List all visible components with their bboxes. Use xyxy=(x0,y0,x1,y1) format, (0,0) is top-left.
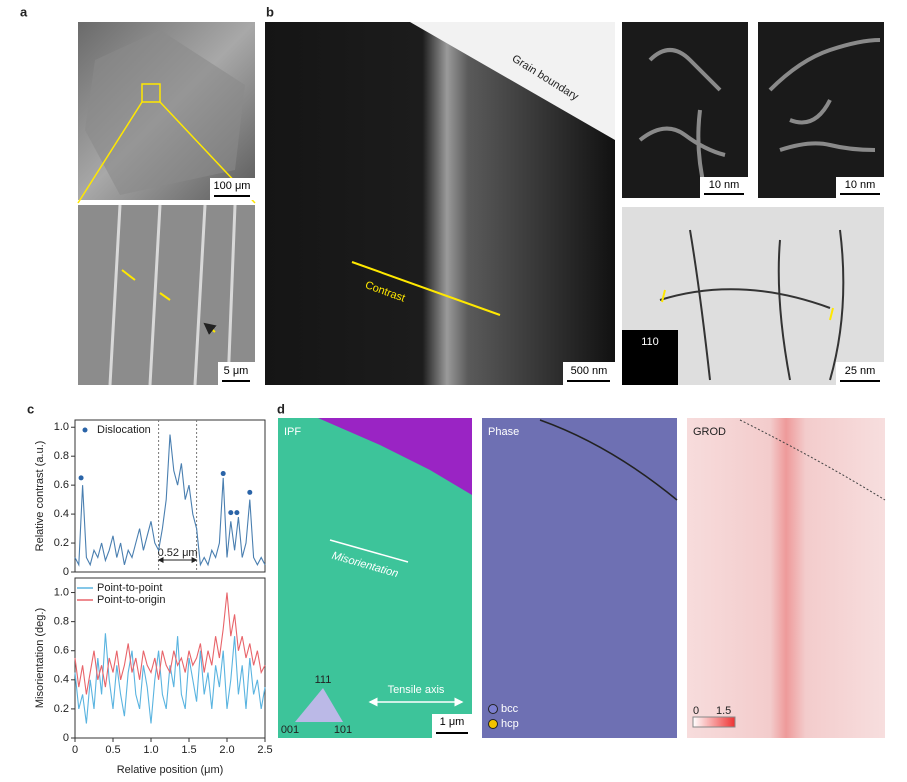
y-tick-label: 0.6 xyxy=(54,645,69,657)
grain xyxy=(85,30,245,195)
arrow xyxy=(661,289,834,321)
zoom-box xyxy=(141,83,161,103)
legend-label: bcc xyxy=(501,703,519,715)
data-point xyxy=(78,475,84,481)
panel-label: c xyxy=(27,401,34,416)
scale-min: 0 xyxy=(693,705,699,717)
scale-label: 5 μm xyxy=(224,365,249,377)
data-line xyxy=(74,633,266,724)
scale-label: 500 nm xyxy=(571,365,608,377)
y-tick-label: 0.8 xyxy=(54,616,69,628)
grain xyxy=(318,418,472,495)
y-tick-label: 0.8 xyxy=(54,450,69,462)
x-tick-label: 1.0 xyxy=(143,744,158,756)
y-axis-label: Misorientation (deg.) xyxy=(34,608,46,708)
y-tick-label: 0.6 xyxy=(54,479,69,491)
legend-label: hcp xyxy=(501,718,519,730)
y-tick-label: 0.4 xyxy=(54,508,69,520)
panel-label: d xyxy=(277,401,285,416)
grain-boundary xyxy=(539,419,678,501)
grod-map xyxy=(687,418,885,738)
color-scale xyxy=(692,716,736,728)
scale-box xyxy=(700,177,748,198)
legend-label: Dislocation xyxy=(97,424,151,436)
ipf-triangle xyxy=(295,688,343,722)
x-tick-label: 1.5 xyxy=(181,744,196,756)
diffraction-inset xyxy=(622,330,678,385)
y-tick-label: 1.0 xyxy=(54,586,69,598)
panel-d: d IPF Misorientation Tensile axis 111 00… xyxy=(277,401,886,738)
scale-label: 10 nm xyxy=(709,179,740,191)
x-tick-label: 2.0 xyxy=(219,744,234,756)
data-point xyxy=(220,471,226,477)
scale-label: 1 μm xyxy=(440,716,465,728)
grain-boundary-region xyxy=(410,22,615,140)
data-line xyxy=(74,592,266,695)
triangle-label: 101 xyxy=(334,724,352,736)
micrograph xyxy=(758,22,884,198)
plot-frame xyxy=(74,419,266,573)
data-line xyxy=(74,434,266,567)
legend-dot xyxy=(488,704,498,714)
scale-box xyxy=(210,178,255,200)
legend-label: Point-to-origin xyxy=(97,594,165,606)
panel-label: b xyxy=(266,4,274,19)
y-axis-label: Relative contrast (a.u.) xyxy=(34,441,46,552)
slip-line xyxy=(108,204,237,386)
y-tick-label: 0.2 xyxy=(54,537,69,549)
triangle-label: 001 xyxy=(281,724,299,736)
scale-box xyxy=(563,362,615,385)
annotation: Tensile axis xyxy=(388,684,445,696)
annotation: 0.52 μm xyxy=(158,547,198,559)
grain-boundary xyxy=(739,419,886,501)
panel-a: a 100 μm 5 μm xyxy=(20,4,256,386)
x-tick-label: 0 xyxy=(72,744,78,756)
map-title: Phase xyxy=(488,426,519,438)
map-title: IPF xyxy=(284,426,301,438)
legend-dot xyxy=(488,719,498,729)
x-axis-label: Relative position (μm) xyxy=(117,764,224,776)
triangle-label: 111 xyxy=(315,674,332,686)
scale-label: 100 μm xyxy=(214,180,251,192)
annotation: 110 xyxy=(641,336,659,348)
arrow xyxy=(121,269,215,332)
x-tick-label: 2.5 xyxy=(257,744,272,756)
x-tick-label: 0.5 xyxy=(105,744,120,756)
panel-c: c xyxy=(27,401,34,416)
data-point xyxy=(228,510,234,516)
legend-label: Point-to-point xyxy=(97,582,162,594)
legend-marker xyxy=(82,427,88,433)
dislocation xyxy=(659,229,845,381)
misorientation-line xyxy=(329,539,409,563)
scale-box xyxy=(218,362,255,385)
y-tick-label: 0 xyxy=(63,566,69,578)
y-tick-label: 0 xyxy=(63,732,69,744)
panel-b: b Grain boundary Contrast 500 nm 10 nm 1… xyxy=(265,4,884,385)
y-tick-label: 0.2 xyxy=(54,703,69,715)
scale-label: 25 nm xyxy=(845,365,876,377)
dislocation xyxy=(768,38,881,152)
scale-label: 10 nm xyxy=(845,179,876,191)
map-title: GROD xyxy=(693,426,726,438)
scale-box xyxy=(836,177,884,198)
phase-map xyxy=(482,418,677,738)
scale-box xyxy=(836,362,884,385)
micrograph xyxy=(622,22,748,198)
y-tick-label: 1.0 xyxy=(54,421,69,433)
data-point xyxy=(234,510,240,516)
y-tick-label: 0.4 xyxy=(54,674,69,686)
scale-max: 1.5 xyxy=(716,705,731,717)
data-point xyxy=(247,489,253,495)
micrograph xyxy=(78,205,255,385)
panel-label: a xyxy=(20,4,28,19)
contrast-line xyxy=(351,261,501,316)
